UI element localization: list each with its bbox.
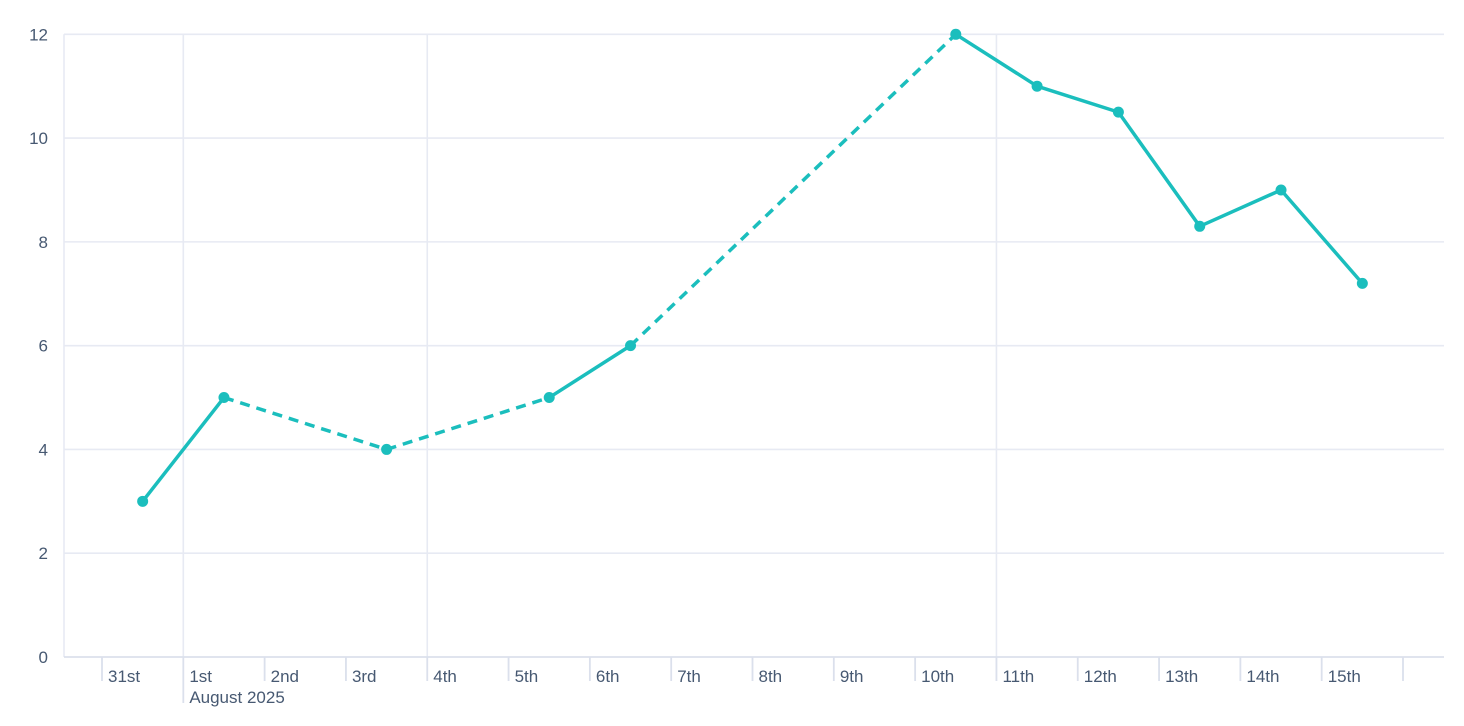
y-tick-label: 8 <box>39 233 48 252</box>
y-tick-label: 0 <box>39 648 48 667</box>
x-tick-label: 11th <box>1002 667 1034 686</box>
data-point-marker[interactable] <box>1112 106 1124 118</box>
x-tick-label: 1st <box>189 667 212 686</box>
x-tick-label: 2nd <box>271 667 299 686</box>
x-axis-month-label: August 2025 <box>189 688 284 707</box>
x-tick-label: 9th <box>840 667 864 686</box>
x-tick-label: 14th <box>1246 667 1279 686</box>
series-segment-solid <box>140 395 226 504</box>
x-tick-label: 6th <box>596 667 620 686</box>
y-tick-label: 2 <box>39 544 48 563</box>
y-tick-label: 12 <box>29 25 48 44</box>
data-point-marker[interactable] <box>1031 80 1043 92</box>
x-tick-label: 31st <box>108 667 140 686</box>
data-point-marker[interactable] <box>1194 220 1206 232</box>
series-segment-solid <box>547 343 633 400</box>
data-point-marker[interactable] <box>381 443 393 455</box>
y-tick-label: 10 <box>29 129 48 148</box>
y-tick-label: 4 <box>39 440 48 459</box>
data-point-marker[interactable] <box>1356 277 1368 289</box>
data-point-marker[interactable] <box>950 28 962 40</box>
data-point-marker[interactable] <box>137 495 149 507</box>
x-tick-label: 12th <box>1084 667 1117 686</box>
x-tick-label: 4th <box>433 667 457 686</box>
series-segment-dashed <box>629 33 957 347</box>
x-tick-label: 13th <box>1165 667 1198 686</box>
series-segment-dashed <box>386 395 550 452</box>
x-tick-label: 7th <box>677 667 701 686</box>
data-point-marker[interactable] <box>1275 184 1287 196</box>
series-segment-solid <box>1197 188 1283 229</box>
x-tick-label: 10th <box>921 667 954 686</box>
series-segment-dashed <box>223 395 388 452</box>
x-tick-label: 3rd <box>352 667 377 686</box>
series-segment-solid <box>1035 84 1121 114</box>
x-tick-label: 5th <box>515 667 539 686</box>
x-tick-label: 15th <box>1328 667 1361 686</box>
x-tick-label: 8th <box>759 667 783 686</box>
series-segment-solid <box>1116 110 1202 229</box>
series-segment-solid <box>954 32 1039 88</box>
series-segment-solid <box>1279 188 1365 286</box>
y-tick-label: 6 <box>39 337 48 356</box>
data-point-marker[interactable] <box>543 392 555 404</box>
data-point-marker[interactable] <box>625 340 637 352</box>
data-point-marker[interactable] <box>218 392 230 404</box>
